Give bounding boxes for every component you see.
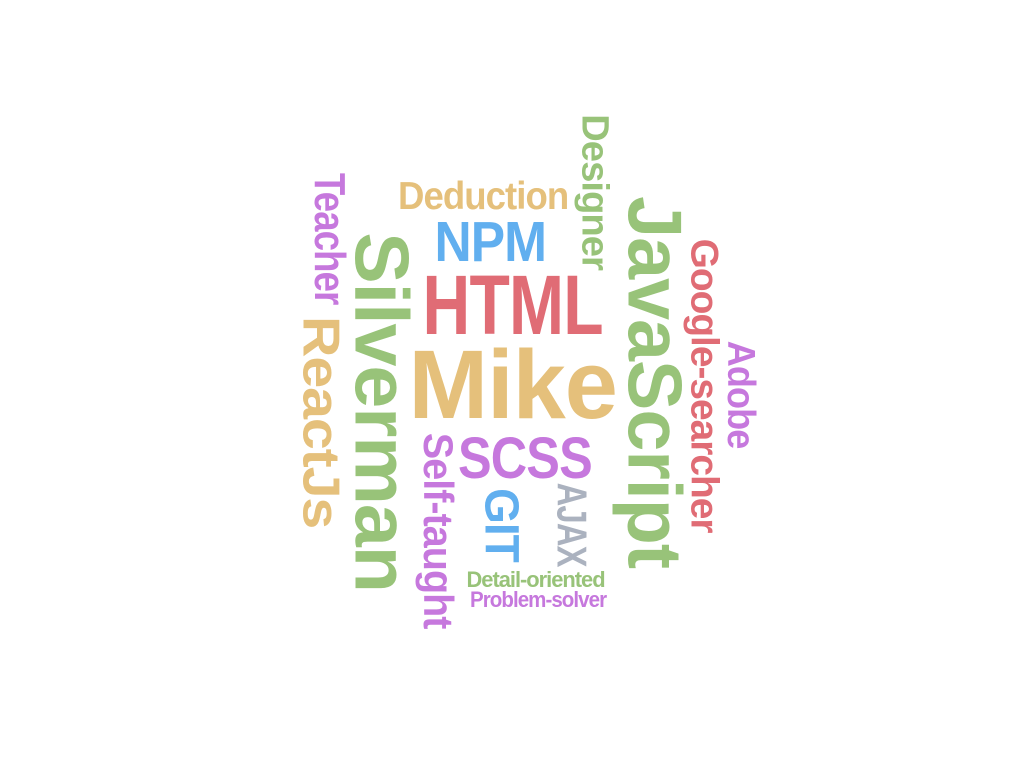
word-scss: SCSS: [457, 425, 593, 491]
word-google-searcher: Google-searcher: [682, 238, 726, 533]
word-npm: NPM: [433, 209, 547, 273]
word-teacher: Teacher: [304, 172, 353, 305]
word-html: HTML: [422, 256, 603, 352]
word-deduction: Deduction: [398, 174, 569, 218]
word-adobe: Adobe: [718, 340, 762, 448]
word-self-taught: Self-taught: [414, 432, 461, 628]
word-javascript: JavaScript: [610, 196, 696, 568]
word-silverman: Silverman: [337, 232, 423, 592]
word-reactjs: ReactJs: [291, 316, 350, 529]
word-detail-oriented: Detail-oriented: [465, 567, 605, 592]
word-ajax: AJAX: [548, 482, 595, 567]
word-git: GIT: [473, 488, 527, 562]
word-mike: Mike: [408, 329, 617, 439]
word-problem-solver: Problem-solver: [470, 587, 607, 612]
word-designer: Designer: [573, 114, 616, 270]
